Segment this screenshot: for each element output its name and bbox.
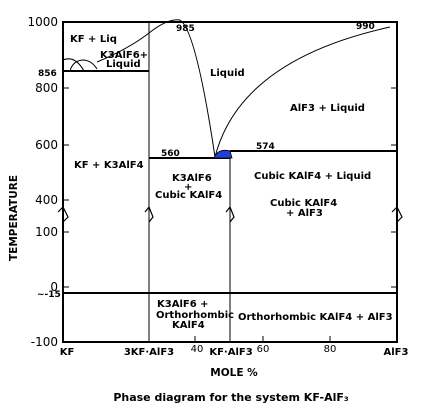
label-k3alf6-cubic-3: Cubic KAlF4 xyxy=(155,190,222,201)
point-856: 856 xyxy=(38,69,57,79)
label-k3alf6-ortho-2: Orthorhombic xyxy=(156,310,234,321)
y-tick-800: 800 xyxy=(35,81,58,95)
y-tick-600: 600 xyxy=(35,138,58,152)
label-cubic-kalf4-liquid: Cubic KAlF4 + Liquid xyxy=(254,171,371,182)
x-tick-kf: KF xyxy=(60,347,75,358)
x-tick-marks xyxy=(194,336,331,342)
label-kf-liq: KF + Liq xyxy=(70,34,117,45)
y-tick-1000: 1000 xyxy=(27,15,58,29)
eutectic-region-fill xyxy=(213,149,233,159)
label-kf-k3alf4: KF + K3AlF4 xyxy=(74,160,144,171)
label-k3alf6-ortho-1: K3AlF6 + xyxy=(157,299,209,310)
label-cubic-kalf4-alf3-1: Cubic KAlF4 xyxy=(270,198,337,209)
y-axis-title: TEMPERATURE xyxy=(8,175,20,261)
liquidus-k3alf6-left xyxy=(96,32,150,63)
point-985: 985 xyxy=(176,24,195,34)
axis-break-marks xyxy=(57,205,403,223)
point-574: 574 xyxy=(256,142,275,152)
liquidus-kf-side xyxy=(62,58,85,72)
liquidus-kf-arc xyxy=(69,59,98,72)
label-k3alf6-ortho-3: KAlF4 xyxy=(172,320,205,331)
label-liquid: Liquid xyxy=(210,68,245,79)
liquidus-alf3 xyxy=(214,26,391,158)
label-cubic-kalf4-alf3-2: + AlF3 xyxy=(286,208,323,219)
label-ortho-kalf4-alf3: Orthorhombic KAlF4 + AlF3 xyxy=(238,312,393,323)
region-labels: KF + Liq K3AlF6+ Liquid Liquid AlF3 + Li… xyxy=(70,34,393,331)
point-minus15: ~-15 xyxy=(37,290,61,300)
x-tick-40: 40 xyxy=(191,344,204,355)
temperature-point-labels: 985 990 856 560 574 ~-15 xyxy=(37,22,375,300)
liquidus-k3alf6-peak xyxy=(148,19,181,34)
x-tick-alf3: AlF3 xyxy=(384,347,409,358)
y-tick-minus100: -100 xyxy=(31,335,58,349)
x-tick-60: 60 xyxy=(257,344,270,355)
x-tick-kf-alf3: KF·AlF3 xyxy=(209,347,252,358)
liquidus-curves xyxy=(62,19,391,158)
label-k3alf6-cubic-2: + xyxy=(184,182,192,193)
x-tick-80: 80 xyxy=(324,344,337,355)
label-k3alf6-liquid-2: Liquid xyxy=(106,59,141,70)
x-axis-title: MOLE % xyxy=(210,367,258,379)
y-tick-labels: 1000 800 600 400 100 0 -100 xyxy=(27,15,58,349)
liquidus-k3alf6-right xyxy=(179,19,216,158)
diagram-caption: Phase diagram for the system KF-AlF₃ xyxy=(113,391,349,404)
point-990: 990 xyxy=(356,22,375,32)
x-tick-labels: KF 3KF·AlF3 40 KF·AlF3 60 80 AlF3 xyxy=(60,344,409,358)
label-k3alf6-cubic-1: K3AlF6 xyxy=(172,173,212,184)
y-tick-0: 0 xyxy=(50,280,58,294)
y-tick-100: 100 xyxy=(35,225,58,239)
point-560: 560 xyxy=(161,149,180,159)
label-k3alf6-liquid-1: K3AlF6+ xyxy=(100,50,148,61)
x-tick-3kf-alf3: 3KF·AlF3 xyxy=(124,347,174,358)
vertical-phase-lines xyxy=(148,22,231,342)
label-alf3-liquid: AlF3 + Liquid xyxy=(290,103,365,114)
y-tick-400: 400 xyxy=(35,193,58,207)
y-tick-marks xyxy=(63,21,397,288)
